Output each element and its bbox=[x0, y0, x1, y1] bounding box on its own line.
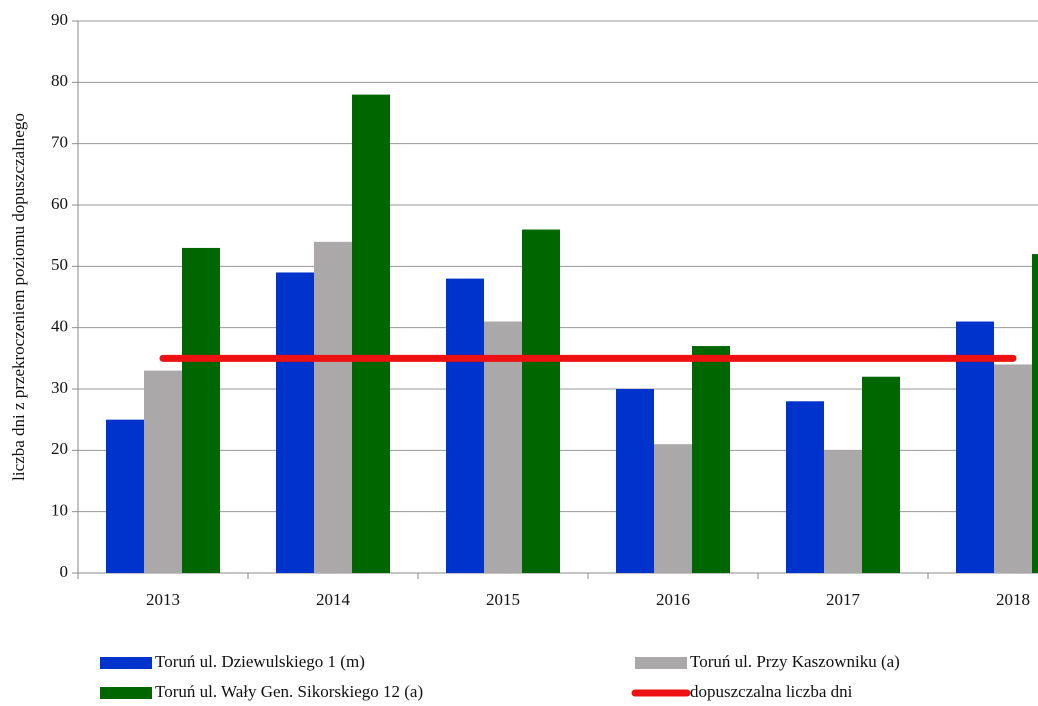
bar bbox=[956, 321, 994, 573]
legend-label: Toruń ul. Wały Gen. Sikorskiego 12 (a) bbox=[155, 682, 423, 701]
y-tick-label: 60 bbox=[51, 194, 68, 213]
y-tick-label: 30 bbox=[51, 378, 68, 397]
legend-label: dopuszczalna liczba dni bbox=[690, 682, 853, 701]
legend-label: Toruń ul. Przy Kaszowniku (a) bbox=[690, 652, 900, 671]
bar bbox=[484, 321, 522, 573]
bar bbox=[314, 241, 352, 574]
bar bbox=[616, 389, 654, 573]
x-tick-label: 2013 bbox=[146, 590, 180, 609]
y-tick-label: 90 bbox=[51, 10, 68, 29]
x-tick-label: 2015 bbox=[486, 590, 520, 609]
legend-swatch bbox=[100, 657, 152, 669]
y-tick-label: 20 bbox=[51, 439, 68, 458]
y-tick-label: 50 bbox=[51, 255, 68, 274]
bar bbox=[446, 278, 484, 573]
bar bbox=[1032, 254, 1038, 574]
x-tick-label: 2017 bbox=[826, 590, 861, 609]
bar bbox=[144, 370, 182, 573]
y-tick-label: 70 bbox=[51, 133, 68, 152]
legend-label: Toruń ul. Dziewulskiego 1 (m) bbox=[155, 652, 365, 671]
x-tick-label: 2018 bbox=[996, 590, 1030, 609]
bar bbox=[106, 419, 144, 573]
y-tick-label: 0 bbox=[60, 562, 69, 581]
bar bbox=[692, 346, 730, 573]
y-tick-label: 10 bbox=[51, 501, 68, 520]
bar bbox=[654, 444, 692, 573]
bar bbox=[522, 229, 560, 574]
x-tick-label: 2014 bbox=[316, 590, 351, 609]
y-tick-label: 80 bbox=[51, 71, 68, 90]
x-tick-label: 2016 bbox=[656, 590, 690, 609]
legend-swatch bbox=[635, 657, 687, 669]
bar bbox=[276, 272, 314, 573]
bar bbox=[786, 401, 824, 573]
bar bbox=[352, 94, 390, 573]
y-axis-label: liczba dni z przekroczeniem poziomu dopu… bbox=[9, 113, 28, 481]
bar bbox=[824, 450, 862, 573]
legend-swatch bbox=[100, 687, 152, 699]
y-tick-label: 40 bbox=[51, 317, 68, 336]
bar bbox=[994, 364, 1032, 573]
bar bbox=[182, 247, 220, 573]
bar bbox=[862, 376, 900, 573]
